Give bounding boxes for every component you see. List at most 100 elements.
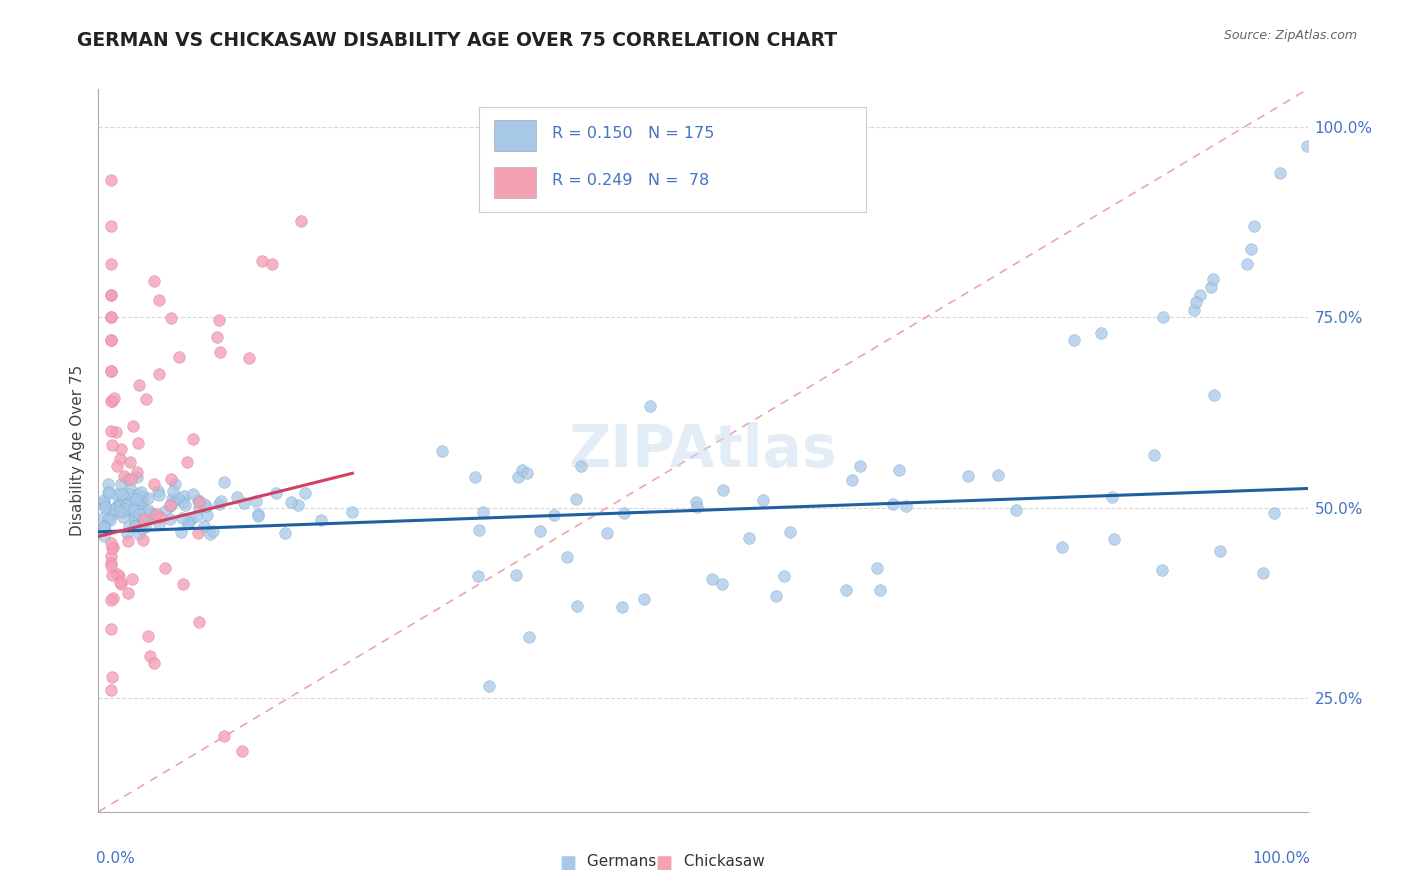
Point: [100, 310, 122, 325]
Point: [517, 630, 540, 644]
Text: 100.0%: 100.0%: [1251, 852, 1310, 866]
Point: [100, 558, 122, 573]
Point: [700, 572, 723, 586]
Point: [849, 459, 872, 474]
Text: R = 0.249   N =  78: R = 0.249 N = 78: [551, 173, 709, 188]
Point: [187, 615, 209, 629]
Point: [1182, 302, 1205, 317]
Point: [1236, 257, 1258, 271]
Point: [97, 485, 120, 500]
Point: [633, 591, 655, 606]
Point: [569, 459, 592, 474]
Point: [118, 455, 141, 469]
Point: [93, 495, 115, 509]
Point: [266, 486, 288, 500]
Point: [1263, 507, 1285, 521]
Point: [505, 568, 527, 582]
Point: [128, 507, 150, 521]
Point: [110, 577, 132, 591]
Point: [111, 490, 134, 504]
Point: [110, 574, 132, 589]
Point: [565, 492, 588, 507]
Point: [1243, 219, 1265, 233]
Point: [93, 522, 115, 536]
Point: [93, 528, 115, 542]
Point: [135, 392, 157, 406]
Point: [180, 512, 202, 526]
Point: [205, 330, 228, 344]
Point: [181, 432, 204, 446]
Point: [142, 656, 165, 670]
Point: [104, 425, 127, 439]
Point: [640, 400, 662, 414]
Point: [1202, 272, 1225, 286]
Point: [132, 512, 155, 526]
Point: [97, 511, 120, 525]
Point: [100, 541, 122, 555]
Point: [143, 477, 166, 491]
Point: [779, 524, 801, 539]
Point: [118, 518, 141, 533]
Point: [208, 497, 231, 511]
Point: [1142, 448, 1164, 462]
Point: [555, 549, 578, 564]
Point: [124, 519, 146, 533]
Point: [183, 486, 205, 500]
Point: [131, 495, 153, 509]
Point: [100, 535, 122, 549]
Point: [464, 470, 486, 484]
Point: [467, 523, 489, 537]
Bar: [494, 120, 536, 151]
Point: [311, 513, 333, 527]
Point: [100, 682, 122, 697]
Point: [208, 345, 231, 359]
Point: [471, 505, 494, 519]
Point: [112, 469, 135, 483]
Point: [710, 576, 733, 591]
Point: [108, 498, 131, 512]
Point: [141, 507, 163, 521]
Point: [685, 495, 707, 509]
Point: [176, 455, 198, 469]
Point: [120, 472, 142, 486]
Point: [100, 257, 122, 271]
Point: [136, 503, 159, 517]
Point: [956, 469, 979, 483]
Text: ■: ■: [655, 854, 672, 871]
Point: [100, 425, 122, 439]
Point: [247, 507, 270, 521]
Point: [752, 493, 775, 508]
Point: [105, 566, 128, 581]
Point: [177, 515, 200, 529]
Point: [121, 572, 143, 586]
Point: [159, 471, 181, 485]
Point: [129, 521, 152, 535]
Point: [516, 466, 538, 480]
Point: [177, 516, 200, 530]
Point: [103, 504, 125, 518]
Point: [93, 492, 115, 507]
Point: [155, 504, 177, 518]
Point: [100, 593, 122, 607]
Point: [195, 508, 218, 523]
Point: [100, 549, 122, 563]
Point: [104, 500, 127, 515]
Point: [1101, 491, 1123, 505]
Point: [273, 525, 295, 540]
Point: [160, 491, 183, 506]
Point: [131, 484, 153, 499]
Point: [108, 495, 131, 509]
Point: [100, 556, 122, 570]
Point: [596, 525, 619, 540]
Point: [143, 508, 166, 522]
Point: [136, 629, 159, 643]
Point: [100, 363, 122, 377]
Point: [163, 493, 186, 508]
Point: [246, 509, 269, 524]
Point: [510, 463, 533, 477]
Point: [896, 499, 918, 513]
Point: [835, 583, 858, 598]
Point: [112, 506, 135, 520]
Text: GERMAN VS CHICKASAW DISABILITY AGE OVER 75 CORRELATION CHART: GERMAN VS CHICKASAW DISABILITY AGE OVER …: [77, 31, 838, 50]
Point: [122, 502, 145, 516]
